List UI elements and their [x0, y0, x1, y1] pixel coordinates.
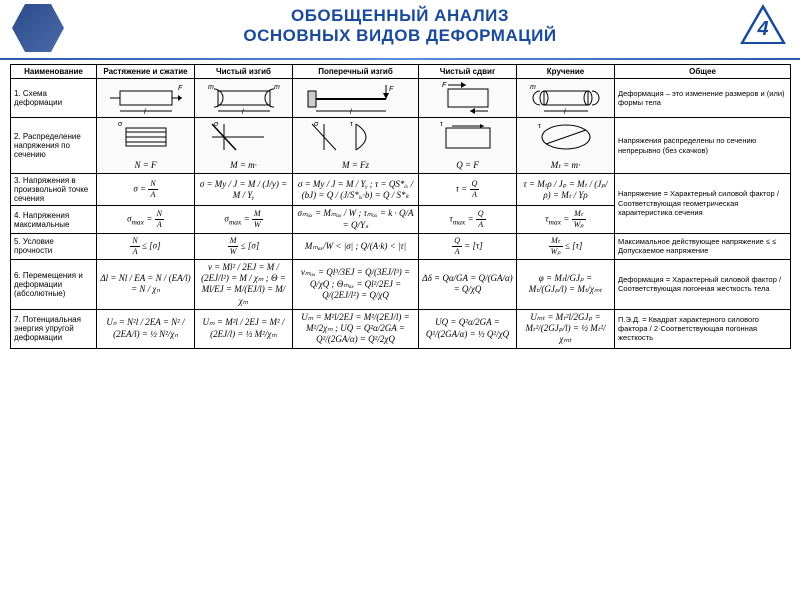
table-row-1: 1. Схема деформации Fl mml Fl F ml Дефор… [11, 79, 791, 118]
svg-text:l: l [564, 109, 566, 115]
row3-c1: σ = NA [97, 174, 195, 206]
table-row-2: 2. Распределение напряжения по сечению σ… [11, 118, 791, 174]
row4-name: 4. Напряжения максимальные [11, 206, 97, 234]
row4-c4: τmax = QA [419, 206, 517, 234]
row7-name: 7. Потенциальная энергия упругой деформа… [11, 309, 97, 348]
row5-name: 5. Условие прочности [11, 233, 97, 259]
svg-text:F: F [442, 82, 447, 89]
svg-text:m: m [530, 84, 536, 91]
row6-note: Деформация = Характерный силовой фактор … [615, 259, 791, 309]
svg-text:F: F [178, 85, 183, 92]
col-bend: Чистый изгиб [195, 65, 293, 79]
row5-c2: MW ≤ [σ] [195, 233, 293, 259]
table-row-6: 6. Перемещения и деформации (абсолютные)… [11, 259, 791, 309]
row1-name: 1. Схема деформации [11, 79, 97, 118]
table-header-row: Наименование Растяжение и сжатие Чистый … [11, 65, 791, 79]
row7-c2: Uₘ = M²l / 2EJ = M² / (2EJ/l) = ½ M²/χₘ [195, 309, 293, 348]
svg-text:σ: σ [118, 121, 123, 128]
diagram-bend: m m l [195, 79, 293, 118]
svg-text:τ: τ [538, 123, 541, 130]
diagram-torsion: ml [517, 79, 615, 118]
row6-c2: ν = Ml² / 2EJ = M / (2EJ/l²) = M / χₘ ; … [195, 259, 293, 309]
row2-c4: Q = F [422, 160, 513, 171]
row5-note: Максимальное действующее напряжение ≤ ≤ … [615, 233, 791, 259]
row6-name: 6. Перемещения и деформации (абсолютные) [11, 259, 97, 309]
table-row-5: 5. Условие прочности NA ≤ [σ] MW ≤ [σ] M… [11, 233, 791, 259]
svg-text:l: l [350, 109, 352, 115]
row4-c3: σₘₐₓ = Mₘₐₓ / W ; τₘₐₓ = k · Q/A = Q/Yₛ [293, 206, 419, 234]
diagram-shear: F [419, 79, 517, 118]
row4-c2: σmax = MW [195, 206, 293, 234]
svg-text:σ: σ [314, 121, 319, 128]
page-number: 4 [740, 18, 786, 41]
table-row-7: 7. Потенциальная энергия упругой деформа… [11, 309, 791, 348]
page-title: ОБОБЩЕННЫЙ АНАЛИЗ ОСНОВНЫХ ВИДОВ ДЕФОРМА… [0, 0, 800, 45]
row3-c2: σ = My / J = M / (J/y) = M / Yᵧ [195, 174, 293, 206]
row5-c3: Mₘₐₓ/W < |σ| ; Q/(A·k) < |τ| [293, 233, 419, 259]
col-transverse: Поперечный изгиб [293, 65, 419, 79]
row6-c3: νₘₐₓ = Ql³/3EJ = Q/(3EJ/l³) = Q/χQ ; Θₘₐ… [293, 259, 419, 309]
dist-transverse: σ τ M = Fz [293, 118, 419, 174]
col-general: Общее [615, 65, 791, 79]
diagram-transverse: Fl [293, 79, 419, 118]
row2-note: Напряжения распределены по сечению непре… [615, 118, 791, 174]
row4-c5: τmax = MₜWₚ [517, 206, 615, 234]
row5-c4: QA = [τ] [419, 233, 517, 259]
row7-note: П.Э.Д. = Квадрат характерного силового ф… [615, 309, 791, 348]
row3-name: 3. Напряжения в произвольной точке сечен… [11, 174, 97, 206]
diagram-tension: Fl [97, 79, 195, 118]
row7-c4: UQ = Q²α/2GA = Q²/(2GA/α) = ½ Q²/χQ [419, 309, 517, 348]
row2-name: 2. Распределение напряжения по сечению [11, 118, 97, 174]
row3-c3: σ = My / J = M / Yᵧ ; τ = QS*ᵢₓ / (bJ) =… [293, 174, 419, 206]
col-name: Наименование [11, 65, 97, 79]
title-line-1: ОБОБЩЕННЫЙ АНАЛИЗ [0, 6, 800, 26]
col-torsion: Кручение [517, 65, 615, 79]
dist-bend: σ M = m· [195, 118, 293, 174]
row7-c1: Uₙ = N²l / 2EA = N² / (2EA/l) = ½ N²/χₙ [97, 309, 195, 348]
dist-shear: τ Q = F [419, 118, 517, 174]
row5-c5: MₜWₚ ≤ [τ] [517, 233, 615, 259]
title-line-2: ОСНОВНЫХ ВИДОВ ДЕФОРМАЦИЙ [0, 26, 800, 46]
svg-text:F: F [389, 86, 394, 93]
page-number-badge: 4 [740, 4, 786, 46]
row3-c4: τ = QA [419, 174, 517, 206]
row3-c5: τ = Mₜρ / Jₚ = Mₜ / (Jₚ/ρ) = Mₜ / Yρ [517, 174, 615, 206]
row6-c5: φ = Mₜl/GJₚ = Mₜ/(GJₚ/l) = Mₜ/χₘₜ [517, 259, 615, 309]
deformation-table: Наименование Растяжение и сжатие Чистый … [10, 64, 791, 349]
dist-torsion: τ Mₜ = m· [517, 118, 615, 174]
svg-text:σ: σ [214, 121, 219, 128]
table-row-3: 3. Напряжения в произвольной точке сечен… [11, 174, 791, 206]
row6-c1: Δl = Nl / EA = N / (EA/l) = N / χₙ [97, 259, 195, 309]
col-shear: Чистый сдвиг [419, 65, 517, 79]
svg-text:τ: τ [350, 121, 353, 128]
row2-c3: M = Fz [296, 160, 415, 171]
svg-text:τ: τ [440, 121, 443, 128]
svg-text:m: m [208, 84, 214, 91]
svg-text:l: l [144, 109, 146, 115]
row2-c1: N = F [100, 160, 191, 171]
header-underline [0, 58, 800, 60]
row5-c1: NA ≤ [σ] [97, 233, 195, 259]
row2-c2: M = m· [198, 160, 289, 171]
header: ОБОБЩЕННЫЙ АНАЛИЗ ОСНОВНЫХ ВИДОВ ДЕФОРМА… [0, 0, 800, 58]
col-tension: Растяжение и сжатие [97, 65, 195, 79]
row4-c1: σmax = NA [97, 206, 195, 234]
svg-text:l: l [242, 109, 244, 115]
row2-c5: Mₜ = m· [520, 160, 611, 171]
svg-text:m: m [274, 84, 280, 91]
row1-note: Деформация – это изменение размеров и (и… [615, 79, 791, 118]
dist-tension: σ N = F [97, 118, 195, 174]
row7-c5: Uₘₜ = Mₜ²l/2GJₚ = Mₜ²/(2GJₚ/l) = ½ Mₜ²/χ… [517, 309, 615, 348]
row7-c3: Uₘ = M²l/2EJ = M²/(2EJ/l) = M²/2χₘ ; UQ … [293, 309, 419, 348]
row6-c4: Δδ = Qα/GA = Q/(GA/α) = Q/χQ [419, 259, 517, 309]
row3-note: Напряжение = Характерный силовой фактор … [615, 174, 791, 234]
